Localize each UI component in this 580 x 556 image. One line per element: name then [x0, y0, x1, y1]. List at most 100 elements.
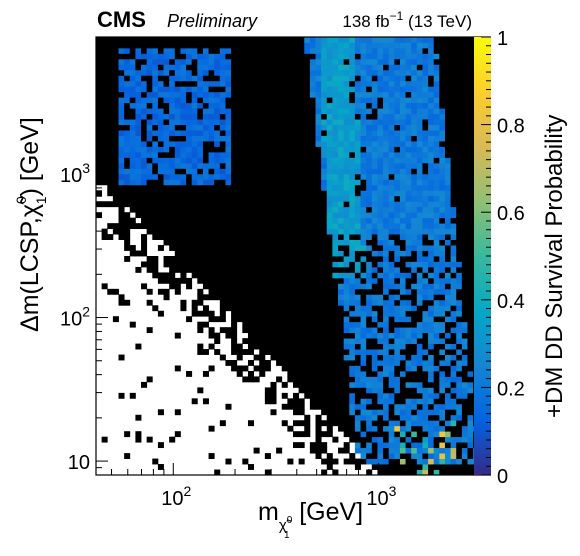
heatmap-cell	[96, 119, 103, 126]
color-bar-tick-label: 1	[497, 28, 508, 50]
heatmap-cell	[107, 53, 114, 60]
heatmap-cell	[225, 179, 232, 186]
heatmap-cell	[399, 124, 406, 131]
heatmap-cell	[383, 173, 390, 180]
heatmap-cell	[202, 277, 209, 284]
heatmap-cell	[366, 310, 373, 317]
heatmap-cell	[366, 75, 373, 82]
heatmap-cell	[219, 234, 226, 240]
heatmap-cell	[202, 206, 209, 213]
heatmap-cell	[411, 97, 418, 104]
heatmap-cell	[439, 256, 446, 262]
y-tick-label: 102	[60, 304, 90, 331]
heatmap-cell	[293, 420, 300, 427]
heatmap-cell	[383, 464, 390, 470]
heatmap-cell	[214, 146, 221, 153]
heatmap-cell	[276, 310, 283, 317]
heatmap-cell	[287, 184, 294, 191]
heatmap-cell	[383, 86, 390, 93]
heatmap-cell	[304, 69, 311, 76]
heatmap-cell	[247, 420, 254, 427]
heatmap-cell	[293, 365, 300, 372]
heatmap-cell	[202, 113, 209, 120]
heatmap-cell	[202, 349, 209, 355]
heatmap-cell	[349, 272, 356, 279]
heatmap-cell	[461, 162, 468, 169]
heatmap-cell	[338, 53, 345, 60]
heatmap-cell	[281, 58, 288, 65]
heatmap-cell	[461, 102, 468, 109]
heatmap-cell	[219, 310, 226, 317]
heatmap-cell	[416, 119, 423, 126]
heatmap-cell	[450, 381, 457, 388]
heatmap-cell	[247, 261, 254, 268]
heatmap-cell	[259, 162, 266, 169]
heatmap-cell	[371, 206, 378, 213]
heatmap-cell	[399, 431, 406, 438]
heatmap-cell	[163, 108, 170, 115]
heatmap-cell	[270, 201, 277, 208]
heatmap-cell	[96, 201, 103, 208]
heatmap-cell	[433, 299, 440, 306]
heatmap-cell	[152, 212, 159, 219]
heatmap-cell	[129, 217, 136, 224]
heatmap-cell	[197, 387, 204, 394]
heatmap-cell	[422, 420, 429, 427]
heatmap-cell	[315, 453, 322, 459]
heatmap-cell	[371, 283, 378, 290]
heatmap-cell	[152, 146, 159, 153]
heatmap-cell	[405, 299, 412, 306]
heatmap-cell	[197, 310, 204, 317]
heatmap-cell	[371, 58, 378, 65]
heatmap-cell	[456, 447, 463, 454]
heatmap-cell	[343, 261, 350, 268]
heatmap-cell	[343, 80, 350, 87]
heatmap-cell	[383, 245, 390, 251]
heatmap-cell	[360, 365, 367, 372]
heatmap-cell	[298, 316, 305, 323]
heatmap-cell	[141, 201, 148, 208]
heatmap-cell	[191, 310, 198, 317]
heatmap-cell	[416, 381, 423, 388]
heatmap-cell	[428, 436, 435, 443]
heatmap-cell	[456, 124, 463, 131]
heatmap-cell	[129, 321, 136, 328]
heatmap-cell	[321, 338, 328, 345]
heatmap-cell	[124, 75, 131, 82]
heatmap-cell	[141, 146, 148, 153]
heatmap-cell	[242, 217, 249, 224]
heatmap-cell	[383, 58, 390, 65]
heatmap-cell	[405, 239, 412, 246]
heatmap-cell	[287, 102, 294, 109]
heatmap-cell	[377, 431, 384, 438]
heatmap-cell	[326, 256, 333, 262]
heatmap-cell	[332, 184, 339, 191]
heatmap-cell	[276, 130, 283, 136]
heatmap-cell	[349, 305, 356, 312]
heatmap-cell	[129, 151, 136, 158]
heatmap-cell	[315, 201, 322, 208]
heatmap-cell	[264, 206, 271, 213]
heatmap-cell	[202, 217, 209, 224]
heatmap-cell	[433, 179, 440, 186]
heatmap-cell	[349, 206, 356, 213]
heatmap-cell	[388, 217, 395, 224]
heatmap-cell	[281, 261, 288, 268]
heatmap-cell	[394, 381, 401, 388]
heatmap-cell	[281, 130, 288, 136]
heatmap-cell	[416, 217, 423, 224]
heatmap-cell	[456, 234, 463, 240]
heatmap-cell	[247, 64, 254, 71]
heatmap-cell	[332, 283, 339, 290]
heatmap-cell	[231, 130, 238, 136]
heatmap-cell	[208, 37, 215, 43]
heatmap-cell	[326, 381, 333, 388]
heatmap-cell	[186, 201, 193, 208]
heatmap-cell	[219, 195, 226, 202]
heatmap-cell	[191, 179, 198, 186]
heatmap-cell	[101, 228, 108, 235]
heatmap-cell	[231, 80, 238, 87]
heatmap-cell	[388, 261, 395, 268]
heatmap-cell	[118, 130, 125, 136]
heatmap-cell	[433, 168, 440, 175]
